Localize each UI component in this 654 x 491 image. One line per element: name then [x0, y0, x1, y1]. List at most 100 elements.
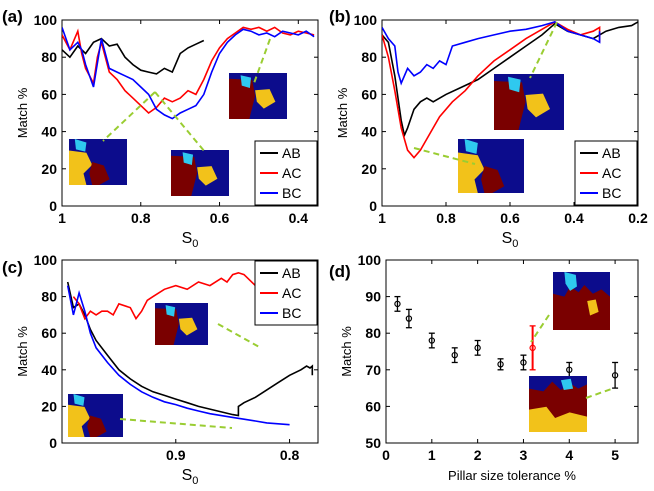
map-inset [229, 73, 287, 119]
map-region [529, 406, 587, 432]
legend: AB AC BC [254, 140, 318, 206]
legend-label-ac: AC [282, 285, 301, 301]
map-region [89, 162, 110, 185]
y-tick-label: 60 [365, 398, 381, 414]
x-axis-label: S0 [182, 467, 199, 487]
map-inset [494, 74, 564, 130]
data-point [520, 359, 527, 366]
callout-line [585, 387, 615, 399]
data-point [428, 337, 436, 344]
map-region [458, 152, 485, 193]
map-region [171, 155, 198, 196]
map-region [68, 404, 90, 437]
map-region [587, 299, 599, 316]
y-tick-label: 80 [361, 49, 377, 65]
series-line-ac [72, 271, 291, 321]
y-tick-label: 100 [34, 12, 58, 28]
callout-line [413, 147, 476, 165]
legend-label-bc: BC [282, 185, 301, 201]
x-axis-label-subscript: 0 [192, 238, 198, 250]
panel-d: (d) 50 60 70 80 90 100 0 1 2 3 4 5 Match % Pillar size… [329, 252, 639, 483]
map-region [182, 152, 194, 165]
y-tick-label: 0 [49, 435, 57, 451]
y-axis-label: Match % [335, 87, 350, 138]
legend: AB AC BC [254, 260, 318, 326]
callout-line [252, 38, 271, 87]
y-tick-label: 60 [41, 86, 57, 102]
series-line-ac [62, 26, 315, 115]
map-inset [529, 376, 587, 432]
legend-label-bc: BC [282, 305, 301, 321]
data-point [529, 344, 536, 352]
map-region [494, 81, 526, 130]
series-line-ac [382, 20, 601, 159]
data-point [566, 366, 573, 373]
legend-label-ab: AB [602, 145, 621, 161]
y-tick-label: 80 [365, 325, 381, 341]
data-point [474, 344, 481, 352]
y-tick-label: 80 [41, 49, 57, 65]
y-tick-label: 70 [365, 362, 381, 378]
series-line-bc [382, 21, 601, 86]
map-region [178, 317, 198, 336]
data-point [394, 300, 401, 308]
map-region [229, 78, 256, 119]
y-tick-label: 60 [361, 86, 377, 102]
x-axis-label: Pillar size tolerance % [448, 468, 576, 483]
callout-line [119, 418, 233, 429]
callout-line [154, 91, 206, 153]
series-line-bc [66, 285, 290, 426]
x-axis-label-subscript: 0 [512, 238, 518, 250]
panel-label: (b) [329, 7, 351, 26]
series-line-ab [62, 37, 205, 75]
y-axis-label: Match % [15, 87, 30, 138]
panel-a: (a) 0 20 40 60 80 100 1 0.8 0.6 0.4 Match % S0 AB AC BC [2, 7, 319, 250]
y-tick-label: 50 [365, 435, 381, 451]
y-tick-label: 40 [361, 124, 377, 140]
map-region [87, 415, 107, 437]
map-region [564, 272, 577, 291]
callout-line [102, 91, 156, 142]
map-inset [553, 272, 610, 330]
x-tick-label: 2 [474, 447, 482, 463]
y-tick-label: 90 [365, 289, 381, 305]
map-region [464, 139, 478, 154]
legend-label-ab: AB [282, 265, 301, 281]
map-region [69, 150, 93, 185]
map-region [508, 76, 521, 93]
y-tick-label: 0 [369, 198, 377, 214]
callout-line [529, 21, 558, 79]
series-line-ab [66, 281, 314, 417]
y-tick-label: 40 [41, 362, 57, 378]
map-region [165, 305, 176, 317]
x-tick-label: 0.4 [564, 210, 584, 226]
data-point [497, 361, 504, 368]
x-tick-label: 0.8 [131, 210, 151, 226]
panel-label: (c) [2, 258, 23, 277]
legend-label-bc: BC [602, 185, 621, 201]
y-tick-label: 60 [41, 325, 57, 341]
map-region [240, 75, 252, 88]
y-tick-label: 80 [41, 289, 57, 305]
x-tick-label: 0.6 [500, 210, 520, 226]
y-axis-label: Match % [339, 326, 354, 377]
x-tick-label: 0.6 [210, 210, 230, 226]
map-inset [155, 303, 208, 345]
panel-c: (c) 0 20 40 60 80 100 0.9 0.8 Match % S0 AB AC BC [2, 252, 319, 487]
map-region [560, 378, 574, 390]
series-line-bc [62, 27, 315, 120]
x-tick-label: 0.4 [289, 210, 309, 226]
data-point [405, 315, 413, 322]
map-inset [68, 394, 123, 437]
callout-line [217, 323, 262, 349]
y-tick-label: 100 [358, 252, 382, 268]
x-axis-label-subscript: 0 [192, 475, 198, 487]
panel-label: (d) [329, 262, 351, 281]
x-tick-label: 0.8 [436, 210, 456, 226]
map-region [73, 394, 85, 406]
data-point [611, 372, 619, 379]
map-region [553, 285, 610, 330]
legend-box [574, 140, 638, 206]
x-tick-label: 1 [58, 210, 66, 226]
